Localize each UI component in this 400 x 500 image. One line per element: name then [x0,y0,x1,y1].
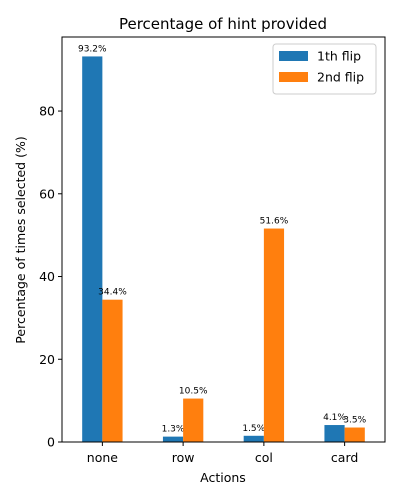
bar-1th-flip-card [324,425,345,442]
legend-label: 2nd flip [317,70,364,85]
bar-1th-flip-none [82,56,103,443]
y-tick-label: 20 [39,352,55,367]
bar-2nd-flip-row [183,398,204,442]
y-tick-label: 60 [39,186,55,201]
y-tick-label: 0 [47,435,55,450]
bar-value-label: 34.4% [98,288,127,298]
bar-value-label: 1.3% [162,425,185,435]
bar-value-label: 4.1% [323,413,346,423]
bar-value-label: 93.2% [78,44,107,54]
x-tick-label: row [172,450,195,465]
y-tick-label: 80 [39,104,55,119]
x-tick-label: card [331,450,358,465]
bar-2nd-flip-col [263,228,285,442]
legend-swatch [279,51,308,61]
chart-title: Percentage of hint provided [119,15,327,33]
bar-value-label: 1.5% [242,424,265,434]
bar-1th-flip-row [162,436,184,442]
legend-label: 1th flip [317,49,361,64]
bar-value-label: 3.5% [343,416,366,426]
bar-2nd-flip-none [102,299,123,442]
x-tick-label: col [255,450,273,465]
legend-swatch [279,72,308,82]
plot-area: 0 20 40 60 80 none row col card 93.2% 1.3% 1.5% 4.1%… [39,44,367,465]
bar-1th-flip-col [243,435,264,442]
bar-value-label: 10.5% [179,387,208,397]
x-tick-label: none [87,450,118,465]
plot-frame [61,36,386,443]
bar-2nd-flip-card [344,427,365,442]
legend: 1th flip 2nd flip [272,43,377,95]
y-tick-label: 40 [39,269,55,284]
bar-value-label: 51.6% [260,217,289,227]
y-axis-label: Percentage of times selected (%) [13,136,28,343]
x-axis-label: Actions [200,470,246,485]
